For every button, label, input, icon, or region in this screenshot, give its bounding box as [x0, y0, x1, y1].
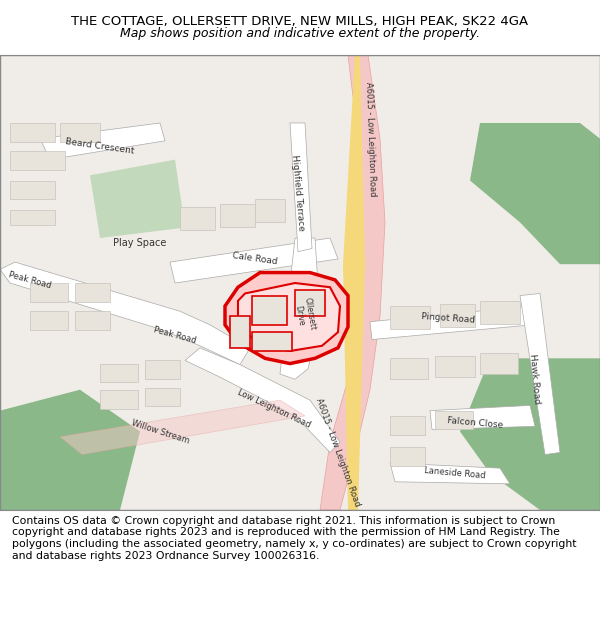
- Polygon shape: [280, 238, 320, 379]
- Polygon shape: [430, 406, 535, 429]
- Text: Peak Road: Peak Road: [8, 270, 52, 290]
- Bar: [10, 123, 55, 142]
- Polygon shape: [343, 55, 365, 510]
- Bar: [295, 291, 325, 316]
- Bar: [180, 207, 215, 229]
- Bar: [75, 283, 110, 302]
- Polygon shape: [0, 390, 140, 510]
- Bar: [390, 358, 428, 379]
- Text: Map shows position and indicative extent of the property.: Map shows position and indicative extent…: [120, 27, 480, 39]
- Bar: [10, 181, 55, 199]
- Text: Willow Stream: Willow Stream: [130, 418, 190, 445]
- Text: Beard Crescent: Beard Crescent: [65, 137, 135, 155]
- Bar: [435, 411, 473, 429]
- Polygon shape: [320, 55, 385, 510]
- Text: Cale Road: Cale Road: [232, 251, 278, 267]
- Text: Peak Road: Peak Road: [152, 325, 197, 346]
- Polygon shape: [390, 463, 510, 484]
- Bar: [255, 199, 285, 222]
- Text: A6015 - Low Leighton Road: A6015 - Low Leighton Road: [364, 81, 376, 196]
- Bar: [100, 364, 138, 382]
- Polygon shape: [170, 238, 338, 283]
- Bar: [10, 210, 55, 226]
- Text: Play Space: Play Space: [113, 238, 167, 248]
- Bar: [252, 332, 292, 351]
- Bar: [440, 304, 475, 327]
- Bar: [145, 388, 180, 406]
- Polygon shape: [185, 348, 340, 452]
- Polygon shape: [225, 272, 348, 364]
- Text: Hawk Road: Hawk Road: [529, 354, 542, 405]
- Polygon shape: [470, 123, 600, 264]
- Text: Highfield Terrace: Highfield Terrace: [290, 154, 306, 232]
- Text: Falcon Close: Falcon Close: [446, 416, 503, 430]
- Text: A6015 - Low Leighton Road: A6015 - Low Leighton Road: [314, 397, 362, 508]
- Polygon shape: [370, 306, 532, 339]
- Bar: [220, 204, 255, 226]
- Text: Laneside Road: Laneside Road: [424, 466, 486, 481]
- Polygon shape: [90, 159, 185, 238]
- Polygon shape: [520, 294, 560, 454]
- Polygon shape: [238, 283, 340, 351]
- Bar: [435, 356, 475, 377]
- Bar: [390, 448, 425, 466]
- Bar: [30, 311, 68, 330]
- Bar: [60, 123, 100, 142]
- Bar: [252, 296, 287, 325]
- Polygon shape: [460, 358, 600, 510]
- Polygon shape: [290, 123, 312, 252]
- Polygon shape: [60, 400, 305, 454]
- Bar: [100, 390, 138, 409]
- Bar: [230, 316, 250, 348]
- Bar: [145, 361, 180, 379]
- Text: Pingot Road: Pingot Road: [421, 312, 475, 325]
- Bar: [75, 311, 110, 330]
- Bar: [390, 416, 425, 435]
- Bar: [390, 306, 430, 329]
- Text: Ollersett
Drive: Ollersett Drive: [293, 296, 317, 333]
- Polygon shape: [40, 123, 165, 159]
- Text: THE COTTAGE, OLLERSETT DRIVE, NEW MILLS, HIGH PEAK, SK22 4GA: THE COTTAGE, OLLERSETT DRIVE, NEW MILLS,…: [71, 16, 529, 28]
- Bar: [480, 353, 518, 374]
- Bar: [480, 301, 520, 324]
- Bar: [10, 151, 65, 170]
- Polygon shape: [0, 262, 250, 364]
- Bar: [30, 283, 68, 302]
- Text: Contains OS data © Crown copyright and database right 2021. This information is : Contains OS data © Crown copyright and d…: [12, 516, 577, 561]
- Text: Low Leighton Road: Low Leighton Road: [236, 388, 312, 429]
